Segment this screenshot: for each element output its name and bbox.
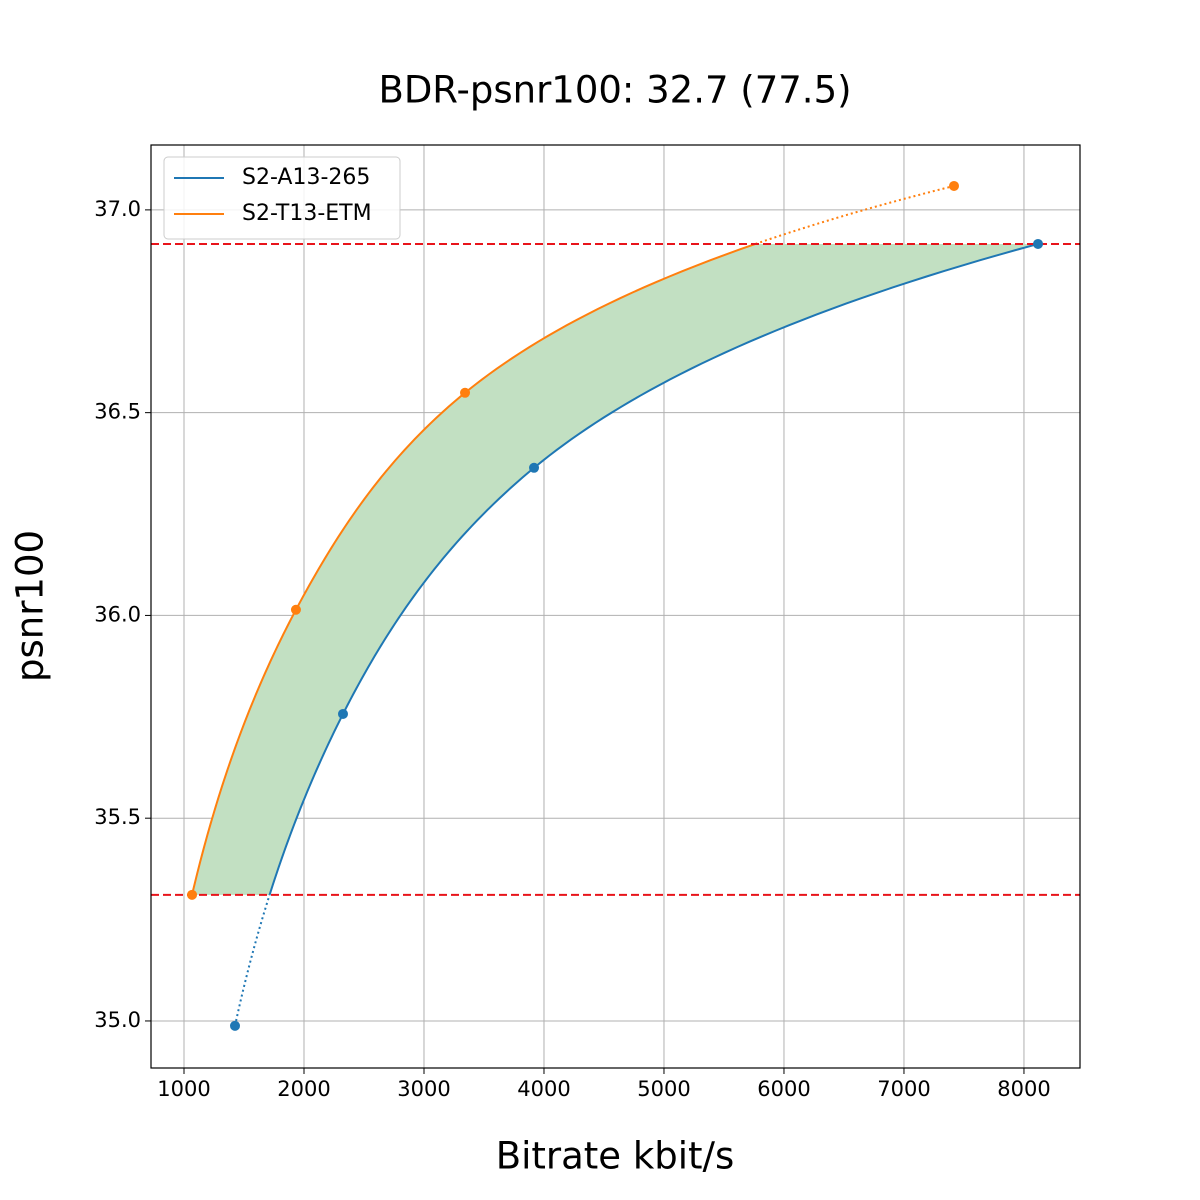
plot-frame bbox=[150, 144, 1081, 1069]
y-tick-label: 35.0 bbox=[94, 1008, 141, 1032]
data-point bbox=[460, 387, 471, 398]
fit-curve-extension bbox=[234, 894, 271, 1027]
data-point bbox=[229, 1020, 240, 1031]
legend-label: S2-T13-ETM bbox=[242, 201, 372, 226]
x-tick-label: 2000 bbox=[277, 1077, 330, 1101]
x-tick-label: 6000 bbox=[757, 1077, 810, 1101]
x-tick-label: 5000 bbox=[637, 1077, 690, 1101]
fit-curve bbox=[191, 243, 756, 896]
y-tick-label: 35.5 bbox=[94, 805, 141, 829]
x-tick-label: 3000 bbox=[397, 1077, 450, 1101]
x-tick-label: 4000 bbox=[517, 1077, 570, 1101]
fit-curve bbox=[268, 242, 1039, 896]
y-tick-label: 36.5 bbox=[94, 400, 141, 424]
data-point bbox=[949, 180, 960, 191]
x-tick-label: 1000 bbox=[157, 1077, 210, 1101]
data-point bbox=[337, 708, 348, 719]
y-tick-label: 36.0 bbox=[94, 602, 141, 626]
legend-label: S2-A13-265 bbox=[242, 165, 370, 190]
x-tick-label: 7000 bbox=[877, 1077, 930, 1101]
x-tick-label: 8000 bbox=[997, 1077, 1050, 1101]
fit-curve-extension bbox=[755, 184, 955, 245]
x-axis-label: Bitrate kbit/s bbox=[496, 1135, 735, 1178]
data-point bbox=[529, 462, 540, 473]
y-tick-label: 37.0 bbox=[94, 197, 141, 221]
data-point bbox=[187, 889, 198, 900]
bd-area bbox=[192, 243, 1039, 895]
y-axis-label: psnr100 bbox=[9, 530, 52, 682]
chart-title: BDR-psnr100: 32.7 (77.5) bbox=[378, 69, 851, 112]
data-point bbox=[1033, 238, 1044, 249]
data-point bbox=[290, 604, 301, 615]
